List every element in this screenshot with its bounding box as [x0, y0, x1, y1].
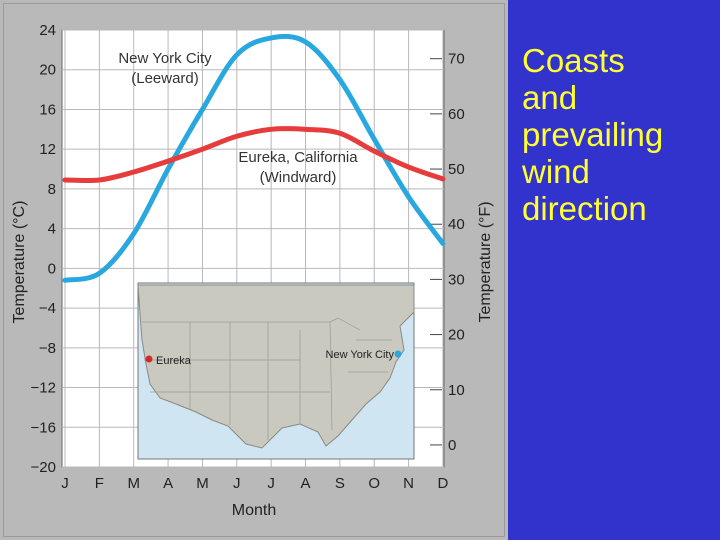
- y-tick-label: 16: [39, 101, 56, 118]
- x-tick-label: N: [403, 475, 414, 492]
- y-tick-label: −12: [31, 380, 56, 397]
- map-marker-new-york: [394, 350, 402, 358]
- x-tick-label: D: [438, 475, 449, 492]
- x-tick-label: J: [233, 475, 241, 492]
- y-right-tick-label: 20: [448, 327, 465, 344]
- x-tick-label: O: [368, 475, 380, 492]
- y-right-tick-label: 30: [448, 271, 465, 288]
- caption-line: direction: [522, 190, 647, 227]
- y-tick-label: 24: [39, 22, 56, 39]
- x-tick-label: S: [335, 475, 345, 492]
- x-axis-title: Month: [232, 502, 276, 519]
- map-borders: [142, 317, 392, 440]
- y-right-tick-label: 10: [448, 382, 465, 399]
- series-line-new-york: [62, 33, 446, 283]
- y-tick-label: 12: [39, 141, 56, 158]
- caption-line: and: [522, 79, 578, 116]
- caption-line: Coasts: [522, 42, 625, 79]
- caption-line: wind: [522, 153, 590, 190]
- y-tick-label: −4: [39, 300, 56, 317]
- y-tick-label: 4: [48, 221, 56, 238]
- x-tick-label: J: [267, 475, 275, 492]
- series-lines: [62, 33, 446, 283]
- map-inset: Eureka New York City: [137, 282, 415, 460]
- x-tick-label: A: [301, 475, 311, 492]
- chart-panel: Eureka New York City 24 20 16 12 8 4 0 −4 −8 −12 −1…: [0, 0, 508, 540]
- slide-caption: Coasts and prevailing wind direction: [522, 42, 712, 227]
- series-label-new-york: New York City: [118, 50, 212, 67]
- y-right-axis-title: Temperature (°F): [477, 201, 494, 322]
- y-tick-label: −8: [39, 340, 56, 357]
- annotations: New York City (Leeward) Eureka, California…: [118, 50, 358, 186]
- y-right-tick-label: 0: [448, 437, 456, 454]
- x-tick-label: F: [95, 475, 104, 492]
- x-tick-label: A: [163, 475, 173, 492]
- series-line-eureka: [62, 126, 446, 184]
- y-tick-label: −20: [31, 459, 56, 476]
- series-label-new-york-sub: (Leeward): [131, 70, 199, 87]
- x-tick-label: M: [127, 475, 140, 492]
- y-right-tick-label: 40: [448, 216, 465, 233]
- caption-line: prevailing: [522, 116, 664, 153]
- side-panel: Coasts and prevailing wind direction: [508, 0, 720, 540]
- series-label-eureka-sub: (Windward): [260, 169, 337, 186]
- y-tick-label: −16: [31, 419, 56, 436]
- temperature-chart: Eureka New York City 24201612840−4−8−12−1…: [11, 22, 494, 519]
- map-marker-eureka: [145, 355, 153, 363]
- y-axis-title: Temperature (°C): [11, 201, 28, 324]
- x-tick-label: J: [61, 475, 69, 492]
- map-label-eureka: Eureka: [156, 355, 192, 367]
- y-right-tick-label: 70: [448, 51, 465, 68]
- x-tick-label: M: [196, 475, 209, 492]
- y-right-tick-label: 50: [448, 161, 465, 178]
- axes: 24201612840−4−8−12−16−20706050403020100J…: [11, 22, 494, 519]
- map-label-new-york: New York City: [326, 349, 395, 361]
- y-right-tick-label: 60: [448, 106, 465, 123]
- y-tick-label: 0: [48, 260, 56, 277]
- series-label-eureka: Eureka, California: [238, 149, 358, 166]
- y-tick-label: 20: [39, 62, 56, 79]
- y-tick-label: 8: [48, 181, 56, 198]
